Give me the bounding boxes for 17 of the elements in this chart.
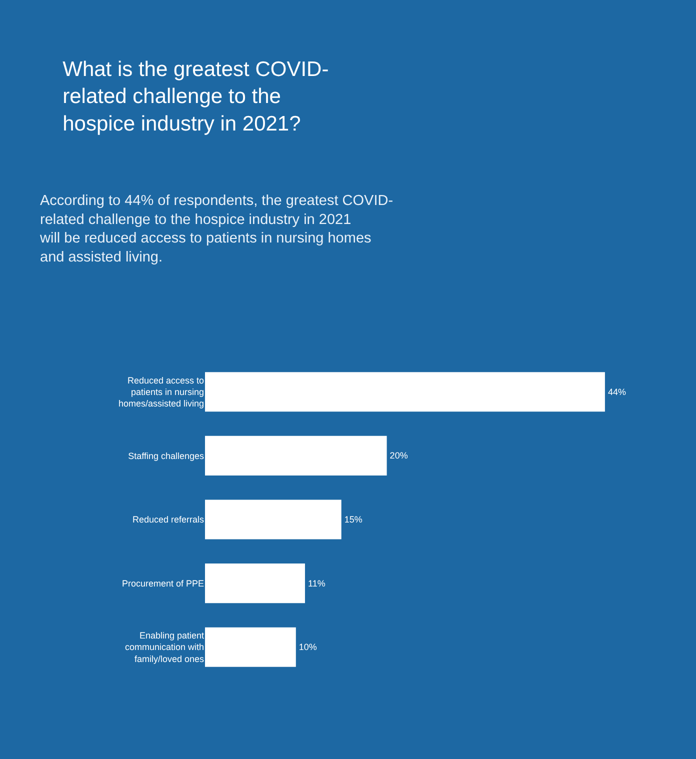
- chart-subtitle: According to 44% of respondents, the greatest COVID-related challenge to the hospice industry in 2021 will be reduced access to patients in nursing homes and assisted living.: [39, 193, 394, 266]
- bar: [205, 564, 305, 604]
- y-tick-label: Reduced access to patients in nursing homes/assisted living: [118, 375, 204, 409]
- bar: [205, 372, 605, 412]
- bar: [205, 500, 342, 540]
- y-tick-label: Staffing challenges: [128, 450, 204, 461]
- y-tick-label: Reduced referrals: [132, 514, 204, 525]
- y-tick-label: Procurement of PPE: [122, 578, 204, 588]
- data-label: 10%: [298, 642, 317, 652]
- data-label: 44%: [608, 386, 626, 397]
- bar: [205, 436, 387, 476]
- data-label: 20%: [390, 450, 408, 461]
- y-tick-label: Enabling patient communication with family/loved ones: [124, 630, 204, 664]
- bar: [205, 627, 296, 667]
- chart-title: What is the greatest COVID-related challenge to the hospice industry in 2021?: [62, 58, 329, 136]
- data-label: 11%: [308, 578, 326, 588]
- data-label: 15%: [344, 514, 362, 524]
